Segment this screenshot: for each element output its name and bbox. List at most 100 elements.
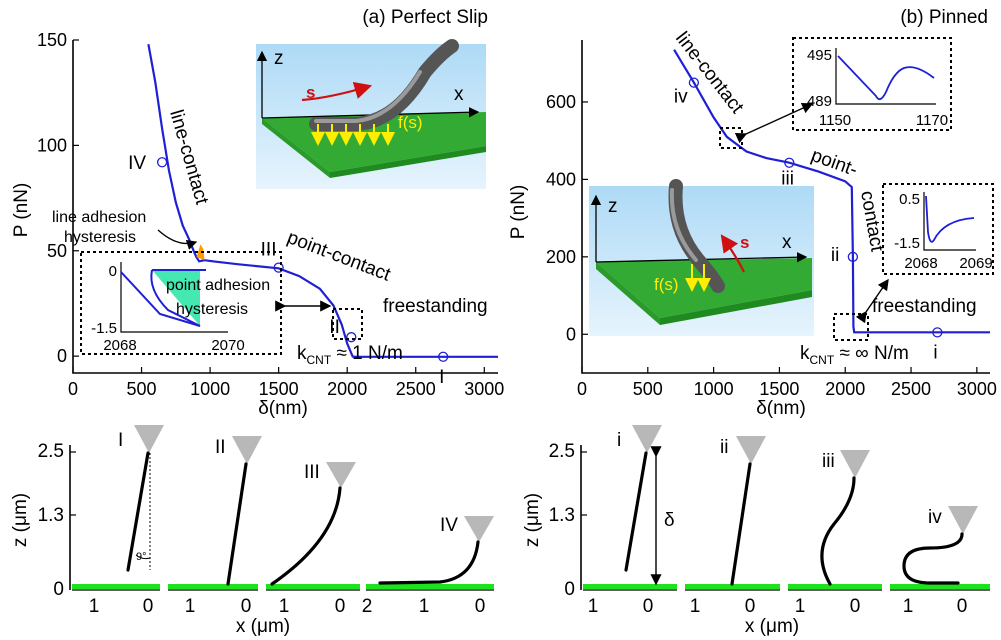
chart-c-ytick-2: 2.5 — [38, 441, 64, 462]
chart-a-diagram: z x s f(s) — [256, 39, 486, 189]
chart-b-kcnt: kCNT ≈ ∞ N/m — [800, 343, 909, 367]
chart-a: (a) Perfect Slip 0 500 1000 1500 2000 2500 300… — [11, 7, 504, 419]
chart-a-point-label-0: IV — [128, 153, 146, 174]
chart-d-tip-i — [632, 425, 662, 453]
chart-b-curve — [673, 49, 990, 334]
chart-a-nanotube — [309, 39, 459, 131]
chart-c-panel-II: II 1 0 — [168, 436, 262, 617]
chart-b-zoom-arrow-line — [734, 102, 814, 144]
chart-d-ground-i — [583, 584, 677, 589]
chart-c-ylabel: z (μm) — [10, 493, 31, 547]
chart-a-point-inset-xtick-0: 2068 — [103, 337, 136, 354]
chart-d-tip-iii — [840, 450, 870, 478]
chart-b: (b) Pinned 0 500 1000 1500 2000 2500 3000 0 200… — [508, 7, 997, 419]
chart-c-tip-IV — [464, 516, 494, 542]
chart-b-xtick-3: 1500 — [759, 379, 799, 399]
chart-a-xlabel: δ(nm) — [258, 398, 308, 419]
chart-b-zoom-box-tip — [833, 313, 869, 341]
chart-c-angle-arc-I — [135, 554, 151, 560]
chart-c-ground-I — [72, 584, 160, 589]
chart-b-xlabel: δ(nm) — [756, 398, 806, 419]
chart-a-line-adhesion-label: line adhesion — [52, 209, 146, 226]
chart-b-tip-inset-ytick-1: -1.5 — [894, 235, 920, 252]
chart-a-kcnt: kCNT ≈ 1 N/m — [297, 343, 403, 367]
chart-c-xtick-III-0: 1 — [279, 596, 290, 617]
chart-a-xtick-1: 500 — [127, 379, 157, 399]
chart-c-tip-II — [232, 436, 262, 464]
chart-d-ytick-2: 2.5 — [549, 441, 575, 462]
chart-d-delta-label: δ — [664, 510, 675, 531]
chart-a-hysteresis-label: hysteresis — [64, 229, 136, 246]
chart-d-rod-i — [624, 451, 648, 572]
chart-b-ylabel: P (nN) — [508, 185, 529, 240]
chart-a-point-inset-ytick-0: 0 — [109, 263, 117, 280]
chart-c-rod-I — [126, 451, 150, 572]
chart-d-rod-ii — [730, 462, 752, 586]
chart-a-force-arrows — [311, 124, 395, 146]
chart-b-substrate-edge — [660, 290, 812, 325]
chart-a-point-label-3: I — [439, 367, 444, 388]
chart-a-xtick-0: 0 — [68, 379, 78, 399]
chart-b-s-arrow — [720, 234, 745, 273]
chart-b-diagram-f: f(s) — [654, 275, 679, 294]
chart-a-point-hysteresis-label: hysteresis — [176, 301, 248, 318]
chart-b-nanotube-shine — [669, 188, 698, 262]
chart-a-xtick-2: 1000 — [190, 379, 230, 399]
chart-b-line-inset-ytick-0: 495 — [807, 47, 832, 64]
chart-c-label-I: I — [118, 430, 123, 451]
chart-c-xtick-II-0: 1 — [185, 596, 196, 617]
chart-b-freestanding-label: freestanding — [872, 296, 977, 317]
chart-a-diagram-s: s — [306, 83, 315, 102]
chart-a-substrate-side — [262, 118, 330, 178]
chart-c-ytick-1: 1.3 — [38, 505, 64, 526]
chart-a-nanotube-shine — [314, 70, 422, 123]
chart-a-freestanding-label: freestanding — [383, 296, 488, 317]
chart-a-zoom-box — [332, 308, 363, 340]
chart-d: z (μm) 2.5 1.3 0 x (μm) δ i 1 0 ii 1 0 — [522, 425, 990, 637]
chart-a-diagram-f: f(s) — [398, 113, 423, 132]
chart-a-xtick-5: 2500 — [396, 379, 436, 399]
chart-c-xtick-IV-0: 2 — [362, 596, 373, 617]
chart-c-ground-III — [266, 584, 360, 589]
chart-a-point-0 — [156, 157, 168, 168]
chart-d-panel-i: δ i 1 0 — [583, 425, 677, 617]
chart-b-line-inset-curve — [837, 55, 935, 101]
chart-a-y-ticks: 0 50 100 150 — [37, 30, 79, 366]
chart-d-xtick-i-0: 1 — [588, 596, 599, 617]
chart-c-xtick-IV-1: 1 — [419, 596, 430, 617]
chart-a-point-inset-ytick-1: -1.5 — [91, 320, 117, 337]
chart-b-diagram: z x s f(s) — [589, 179, 814, 336]
chart-b-y-ticks: 0 200 400 600 — [546, 92, 588, 344]
chart-a-point-label-2: II — [329, 317, 340, 338]
chart-c-angle-I: 9° — [136, 551, 147, 563]
chart-a-ytick-2: 100 — [37, 135, 67, 155]
chart-b-xtick-0: 0 — [577, 379, 587, 399]
chart-a-substrate-edge — [330, 146, 486, 178]
chart-a-title: (a) Perfect Slip — [362, 7, 488, 28]
chart-c-ground-IV — [366, 584, 494, 589]
chart-d-xlabel: x (μm) — [745, 616, 799, 637]
chart-b-line-inset-xtick-0: 1150 — [819, 112, 851, 129]
chart-b-point-3 — [932, 327, 943, 338]
chart-c-ground-II — [168, 584, 258, 589]
chart-c-xtick-II-1: 0 — [241, 596, 252, 617]
chart-c-xtick-IV-2: 0 — [475, 596, 486, 617]
chart-c-xlabel: x (μm) — [236, 616, 290, 637]
chart-b-force-arrows — [685, 264, 711, 292]
chart-d-xtick-iii-1: 0 — [850, 596, 861, 617]
chart-d-ground-ii — [685, 584, 780, 589]
chart-d-xtick-ii-0: 1 — [690, 596, 701, 617]
chart-c-ytick-0: 0 — [53, 579, 64, 600]
chart-d-xtick-iv-0: 1 — [903, 596, 914, 617]
chart-d-tip-iv — [948, 506, 978, 534]
chart-a-line-hysteresis-patch — [196, 244, 205, 261]
chart-d-label-iv: iv — [928, 507, 942, 528]
chart-b-ytick-2: 400 — [546, 169, 576, 189]
chart-a-point-inset-curve-3 — [150, 269, 201, 327]
chart-b-line-inset-ytick-1: 489 — [807, 93, 832, 110]
chart-c-panel-III: III 1 0 — [266, 462, 360, 617]
chart-b-tip-inset-xtick-0: 2068 — [904, 255, 937, 272]
chart-c-panel-I: 9° I 1 0 — [72, 425, 164, 617]
chart-b-tip-inset-xtick-1: 2069 — [959, 255, 992, 272]
